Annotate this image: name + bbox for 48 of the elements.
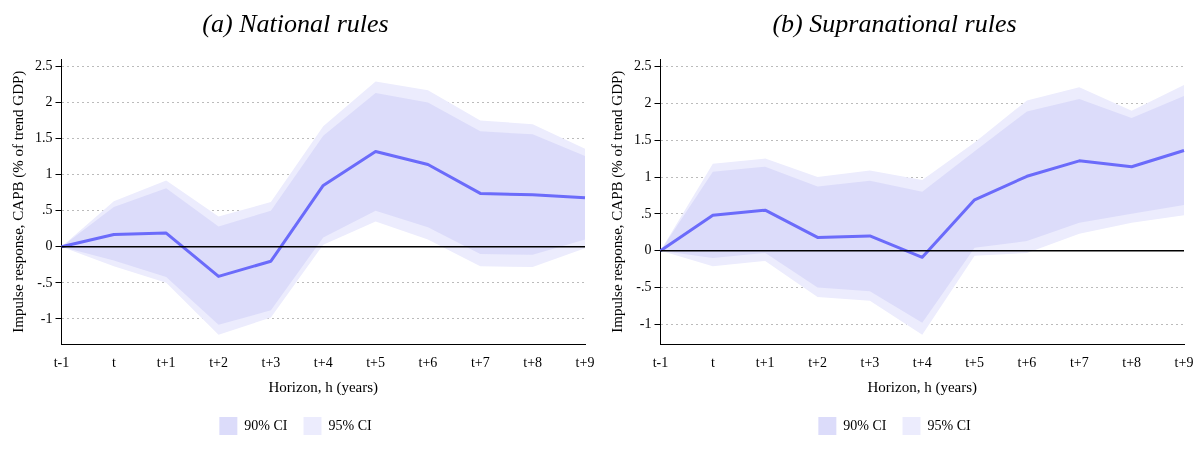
- y-tick-label: 2: [644, 95, 652, 111]
- legend-label: 90% CI: [244, 417, 288, 433]
- x-tick-label: t+8: [523, 355, 543, 371]
- x-axis-title: Horizon, h (years): [867, 378, 978, 396]
- chart-title: (b) Supranational rules: [772, 9, 1017, 39]
- x-tick-label: t+3: [860, 355, 880, 371]
- x-tick-label: t+5: [366, 355, 385, 371]
- y-tick-label: 2.5: [634, 58, 652, 74]
- y-axis-title: Impulse response, CAPB (% of trend GDP): [9, 70, 27, 333]
- y-tick-label: 2: [45, 94, 53, 110]
- x-tick-label: t+4: [313, 355, 333, 371]
- x-tick-label: t+9: [575, 355, 595, 371]
- y-tick-label: -.5: [636, 279, 652, 295]
- x-tick-label: t+6: [418, 355, 438, 371]
- legend-label: 95% CI: [328, 417, 372, 433]
- y-tick-label: 1.5: [35, 130, 53, 146]
- x-tick-label: t-1: [53, 355, 70, 371]
- x-tick-label: t+7: [470, 355, 490, 371]
- y-tick-label: 2.5: [35, 58, 53, 74]
- legend-label: 90% CI: [843, 417, 887, 433]
- x-axis-title: Horizon, h (years): [268, 378, 379, 396]
- x-tick-label: t+4: [912, 355, 932, 371]
- x-tick-label: t+8: [1122, 355, 1142, 371]
- x-tick-label: t+9: [1174, 355, 1194, 371]
- x-tick-label: t+6: [1017, 355, 1037, 371]
- y-tick-label: 0: [644, 242, 652, 258]
- x-tick-label: t+1: [156, 355, 176, 371]
- y-tick-label: .5: [641, 205, 652, 221]
- y-tick-label: 0: [45, 238, 53, 254]
- y-tick-label: -.5: [37, 274, 53, 290]
- y-tick-label: 1.5: [634, 131, 652, 147]
- x-tick-label: t+2: [209, 355, 228, 371]
- y-tick-label: -1: [40, 310, 53, 326]
- y-axis-title: Impulse response, CAPB (% of trend GDP): [608, 70, 626, 333]
- x-tick-label: t+3: [261, 355, 281, 371]
- x-tick-label: t: [710, 355, 715, 371]
- chart-title: (a) National rules: [202, 9, 389, 39]
- y-tick-label: 1: [644, 168, 652, 184]
- y-tick-label: -1: [639, 315, 652, 331]
- y-tick-label: 1: [45, 166, 53, 182]
- legend-label: 95% CI: [927, 417, 971, 433]
- y-tick-label: .5: [42, 202, 53, 218]
- x-tick-label: t+5: [965, 355, 984, 371]
- x-tick-label: t+2: [808, 355, 827, 371]
- x-tick-label: t: [111, 355, 116, 371]
- x-tick-label: t-1: [652, 355, 669, 371]
- x-tick-label: t+1: [755, 355, 775, 371]
- x-tick-label: t+7: [1069, 355, 1089, 371]
